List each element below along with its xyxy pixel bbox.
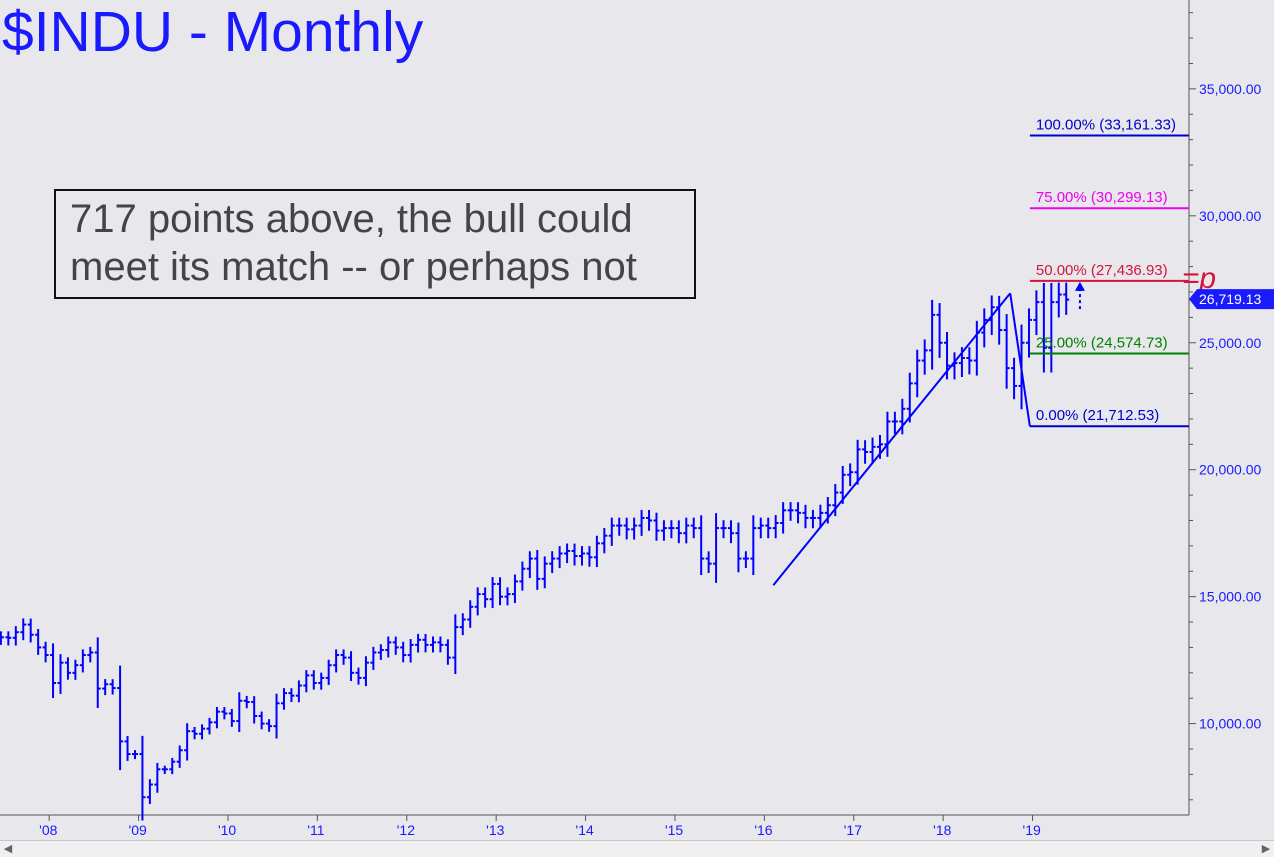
y-tick-label: 20,000.00 [1199,462,1261,478]
last-price-label: 26,719.13 [1199,291,1261,307]
y-tick-label: 35,000.00 [1199,81,1261,97]
last-price-tag [1189,289,1274,310]
x-tick-label: '19 [1023,822,1041,838]
y-tick-label: 15,000.00 [1199,589,1261,605]
x-tick-label: '14 [576,822,594,838]
annotation-line-1: 717 points above, the bull could [70,197,633,241]
fib-level-label: 50.00% (27,436.93) [1036,262,1168,279]
y-tick-label: 25,000.00 [1199,335,1261,351]
fib-level-label: 100.00% (33,161.33) [1036,117,1176,134]
x-tick-label: '18 [933,822,951,838]
pattern-line [772,292,1011,586]
fib-level-label: 0.00% (21,712.53) [1036,407,1159,424]
x-tick-label: '16 [754,822,772,838]
pattern-line [1009,293,1031,427]
fib-level-label: 25.00% (24,574.73) [1036,335,1168,352]
x-tick-label: '08 [39,822,57,838]
x-tick-label: '13 [486,822,504,838]
y-tick-label: 10,000.00 [1199,716,1261,732]
chart-title: $INDU - Monthly [2,0,424,64]
x-tick-label: '10 [218,822,236,838]
x-tick-label: '15 [665,822,683,838]
y-tick-label: 30,000.00 [1199,208,1261,224]
horizontal-scrollbar[interactable]: ◀ ▶ [0,840,1274,857]
target-arrow-head [1074,281,1085,291]
scroll-right-icon[interactable]: ▶ [1261,842,1271,855]
x-tick-label: '11 [307,822,324,838]
x-tick-label: '12 [397,822,415,838]
x-tick-label: '17 [844,822,862,838]
x-tick-label: '09 [129,822,147,838]
scroll-left-icon[interactable]: ◀ [3,842,13,855]
annotation-box: 717 points above, the bull could meet it… [54,189,696,299]
annotation-line-2: meet its match -- or perhaps not [70,245,637,289]
fib-level-label: 75.00% (30,299.13) [1036,189,1168,206]
